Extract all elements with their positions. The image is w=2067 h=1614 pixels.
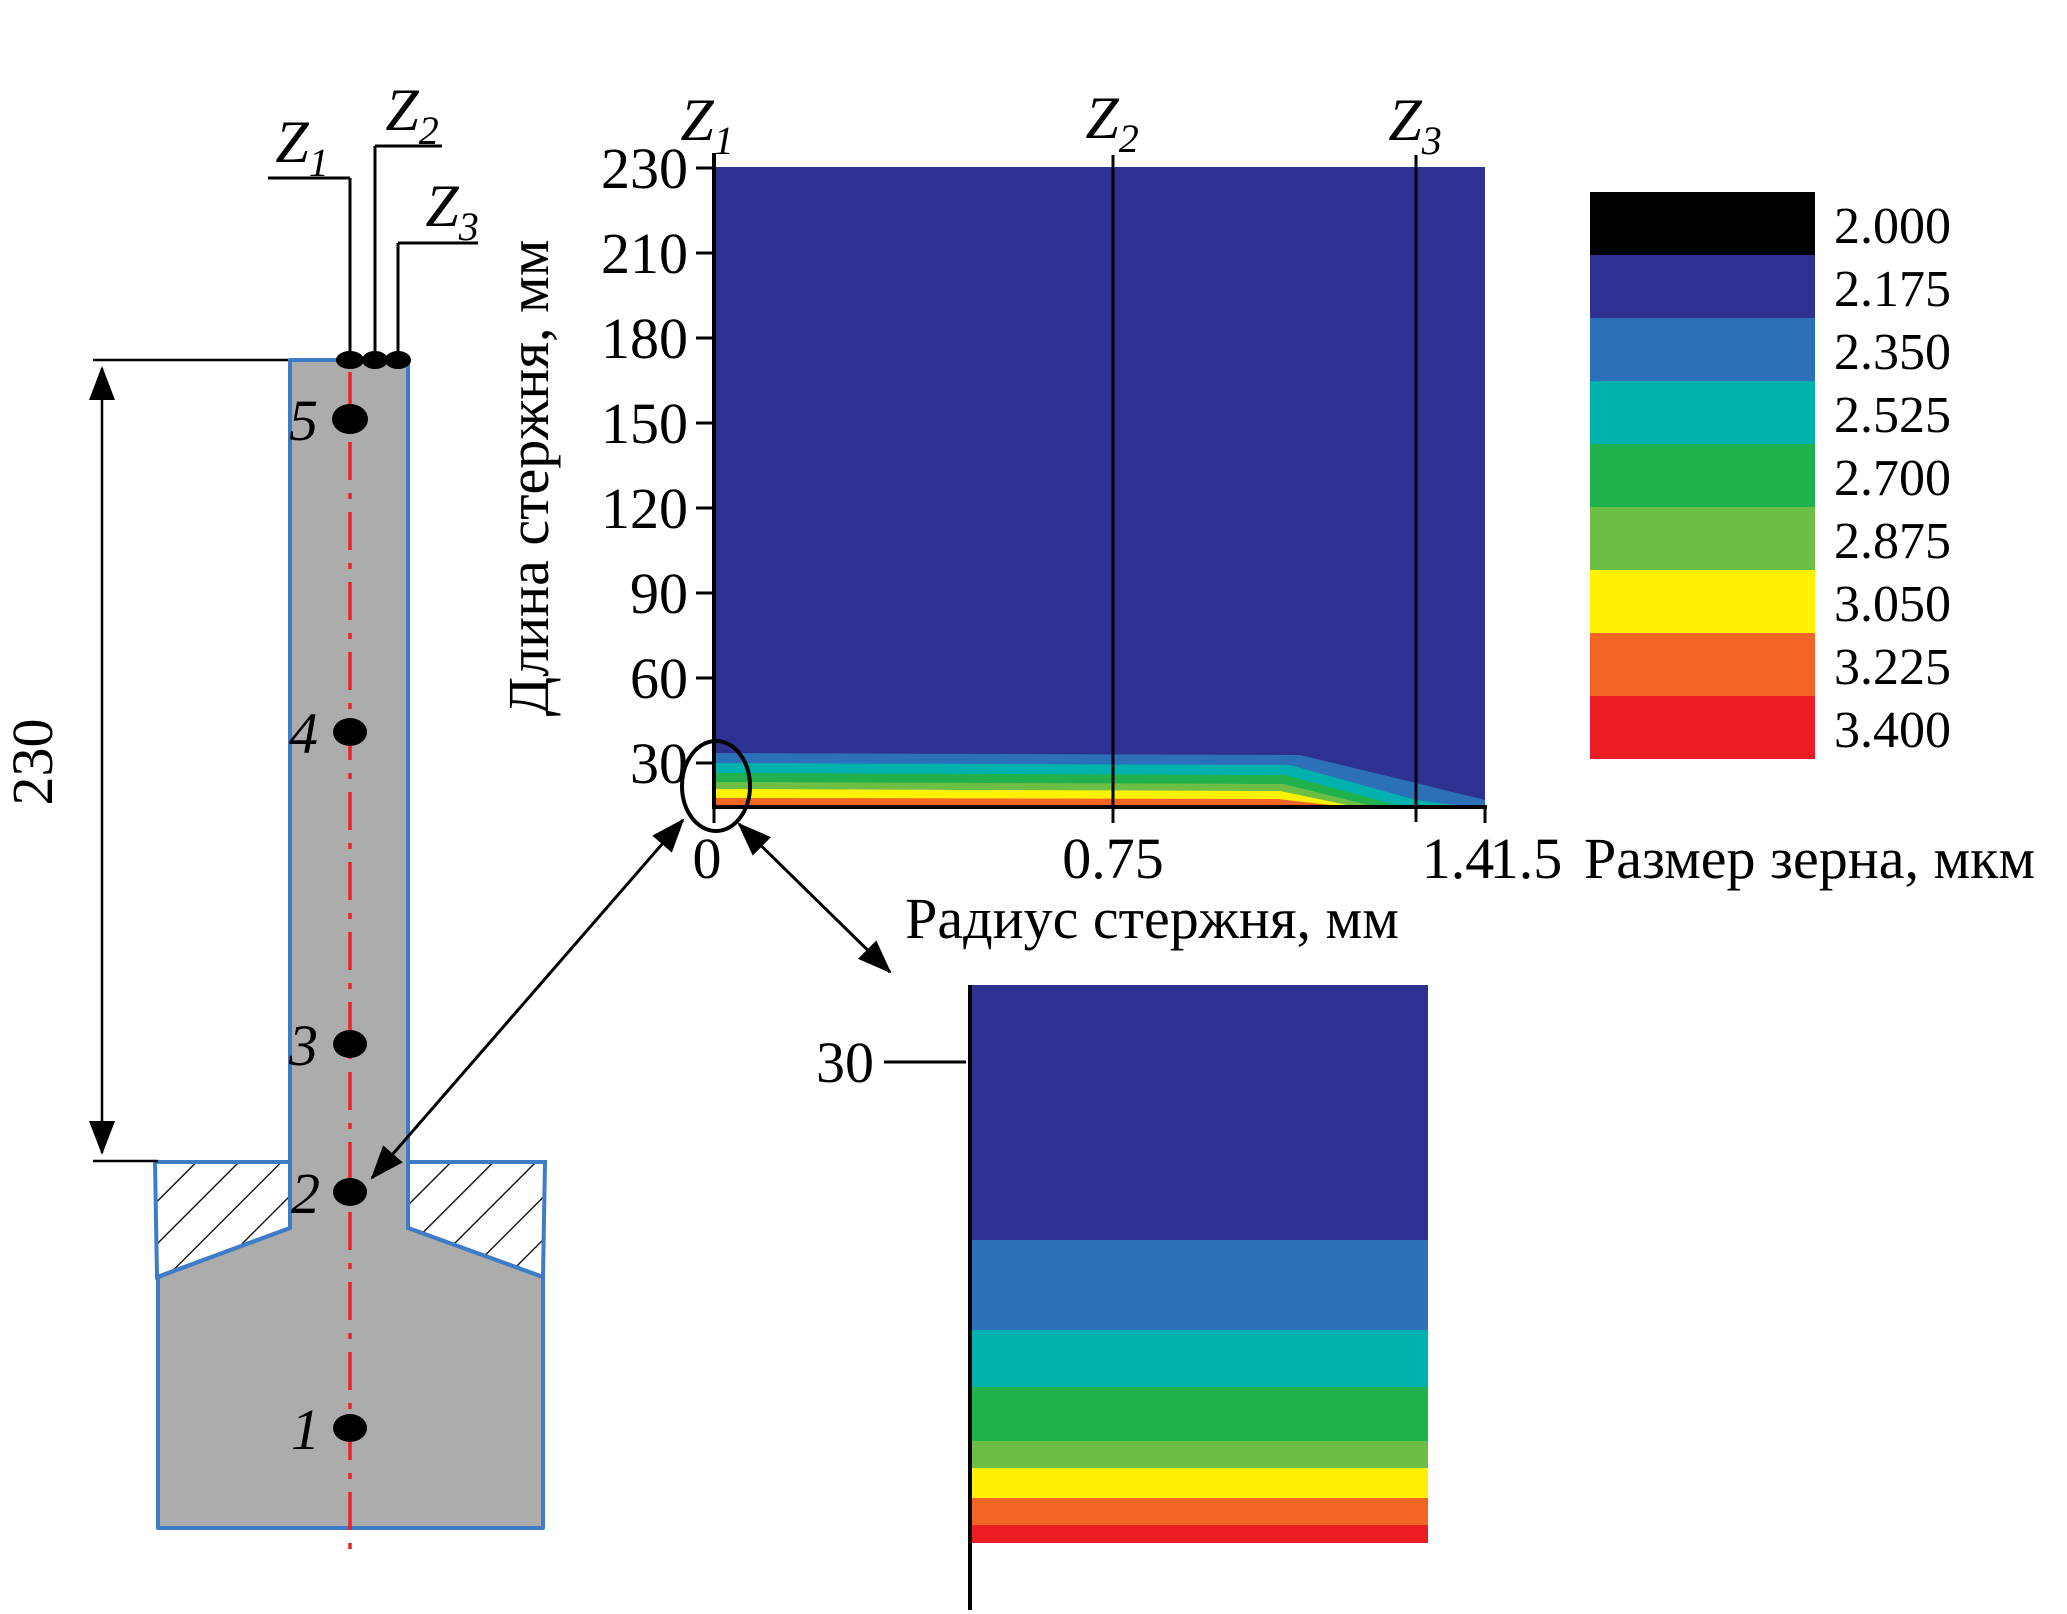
contour-plot: 230 210 180 150 120 90 60 30 0 0.75 1.4 … bbox=[496, 85, 1562, 951]
inset-band-2700 bbox=[970, 1387, 1428, 1441]
top-edge-dot-z3 bbox=[385, 351, 411, 369]
schematic-z2-label: Z2 bbox=[385, 77, 438, 153]
legend-title: Размер зерна, мкм bbox=[1584, 826, 2035, 891]
svg-text:90: 90 bbox=[630, 561, 688, 626]
top-edge-dot-z2 bbox=[362, 351, 388, 369]
svg-text:1.4: 1.4 bbox=[1422, 826, 1495, 891]
point-5-label: 5 bbox=[289, 388, 318, 453]
legend-value-2875: 2.875 bbox=[1834, 513, 1951, 570]
inset-band-2175 bbox=[970, 985, 1428, 1240]
legend-value-3400: 3.400 bbox=[1834, 702, 1951, 759]
point-1-label: 1 bbox=[291, 1397, 320, 1462]
plot-z2-label: Z2 bbox=[1085, 85, 1138, 161]
svg-text:1.5: 1.5 bbox=[1490, 826, 1563, 891]
rod-schematic: 230 Z1 Z2 Z3 5 4 3 2 1 bbox=[0, 77, 548, 1562]
y-axis-ticks bbox=[696, 166, 714, 765]
point-3-dot bbox=[333, 1030, 367, 1058]
legend-swatch-2700 bbox=[1590, 444, 1815, 507]
point-5-dot bbox=[332, 404, 368, 434]
colorbar-legend: 2.000 2.175 2.350 2.525 2.700 2.875 3.05… bbox=[1584, 192, 2035, 891]
svg-text:60: 60 bbox=[630, 646, 688, 711]
point-2-dot bbox=[333, 1178, 367, 1206]
svg-text:0.75: 0.75 bbox=[1062, 826, 1164, 891]
die-left-hatched-block bbox=[152, 1160, 292, 1280]
x-axis-ticks bbox=[712, 807, 1487, 823]
inset-band-3225 bbox=[970, 1498, 1428, 1525]
point-4-dot bbox=[333, 718, 367, 746]
point-1-dot bbox=[333, 1414, 367, 1442]
point-3-label: 3 bbox=[288, 1013, 318, 1078]
svg-text:120: 120 bbox=[601, 476, 688, 541]
plot-z3-label: Z3 bbox=[1388, 87, 1441, 163]
plot-z1-label: Z1 bbox=[680, 87, 733, 163]
legend-value-3225: 3.225 bbox=[1834, 639, 1951, 696]
inset-band-3400 bbox=[970, 1525, 1428, 1543]
schematic-section-leaders: Z1 Z2 Z3 bbox=[268, 77, 479, 352]
legend-swatch-2175 bbox=[1590, 255, 1815, 318]
contour-band-3225 bbox=[714, 798, 1347, 807]
inset-band-2350 bbox=[970, 1240, 1428, 1330]
inset-band-3050 bbox=[970, 1468, 1428, 1498]
svg-text:30: 30 bbox=[630, 731, 688, 796]
inset-band-2525 bbox=[970, 1330, 1428, 1387]
legend-swatch-3050 bbox=[1590, 570, 1815, 633]
dimension-label-230: 230 bbox=[0, 719, 65, 806]
legend-swatch-3400 bbox=[1590, 696, 1815, 759]
point-2-label: 2 bbox=[291, 1161, 320, 1226]
svg-text:180: 180 bbox=[601, 306, 688, 371]
legend-value-2350: 2.350 bbox=[1834, 324, 1951, 381]
svg-text:0: 0 bbox=[693, 826, 722, 891]
legend-value-3050: 3.050 bbox=[1834, 576, 1951, 633]
schematic-z1-label: Z1 bbox=[275, 109, 328, 185]
svg-text:210: 210 bbox=[601, 221, 688, 286]
measurement-points: 5 4 3 2 1 bbox=[288, 388, 368, 1462]
zoom-region-ellipse bbox=[680, 739, 752, 833]
arrow-ellipse-to-inset bbox=[737, 822, 892, 974]
x-axis-title: Радиус стержня, мм bbox=[905, 886, 1399, 951]
top-edge-dot-z1 bbox=[336, 351, 364, 369]
legend-swatch-3225 bbox=[1590, 633, 1815, 696]
legend-swatch-2000 bbox=[1590, 192, 1815, 255]
inset-tick-label-30: 30 bbox=[816, 1030, 874, 1095]
arrow-point2-to-ellipse bbox=[370, 818, 685, 1180]
legend-value-2700: 2.700 bbox=[1834, 450, 1951, 507]
legend-swatch-2525 bbox=[1590, 381, 1815, 444]
schematic-z3-label: Z3 bbox=[425, 173, 478, 249]
x-axis-tick-labels: 0 0.75 1.4 1.5 bbox=[693, 826, 1563, 891]
legend-value-2525: 2.525 bbox=[1834, 387, 1951, 444]
legend-value-2000: 2.000 bbox=[1834, 198, 1951, 255]
point-4-label: 4 bbox=[289, 701, 318, 766]
inset-band-2875 bbox=[970, 1441, 1428, 1468]
zoom-inset: 30 bbox=[816, 985, 1428, 1610]
legend-value-2175: 2.175 bbox=[1834, 261, 1951, 318]
svg-text:150: 150 bbox=[601, 391, 688, 456]
svg-text:230: 230 bbox=[601, 136, 688, 201]
legend-swatch-2875 bbox=[1590, 507, 1815, 570]
y-axis-title: Длина стержня, мм bbox=[496, 240, 561, 717]
contour-background-band bbox=[714, 167, 1485, 807]
legend-swatch-2350 bbox=[1590, 318, 1815, 381]
y-axis-tick-labels: 230 210 180 150 120 90 60 30 bbox=[601, 136, 688, 796]
